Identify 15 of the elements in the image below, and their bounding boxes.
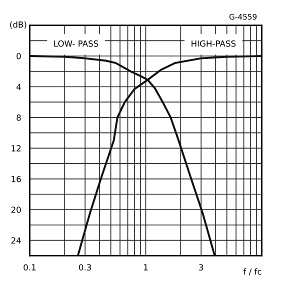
y-tick-label: 20 [11,206,21,213]
x-tick-label: 0.1 [24,264,36,270]
series-label: LOW- PASS [54,40,98,47]
x-tick-label: 0.3 [79,264,92,270]
y-tick-label: 12 [12,145,21,152]
y-tick-label: 16 [12,176,21,182]
x-tick-label: 1 [144,264,148,270]
y-tick-label: 0 [16,52,21,60]
y-axis-title: (dB) [10,21,26,29]
series-label: HIGH-PASS [192,40,236,47]
x-axis-title: f / fc [243,268,262,276]
y-tick-label: 24 [11,237,21,244]
y-tick-label: 8 [16,114,21,121]
x-tick-label: 3 [199,264,204,270]
y-tick-label: 4 [16,84,21,90]
